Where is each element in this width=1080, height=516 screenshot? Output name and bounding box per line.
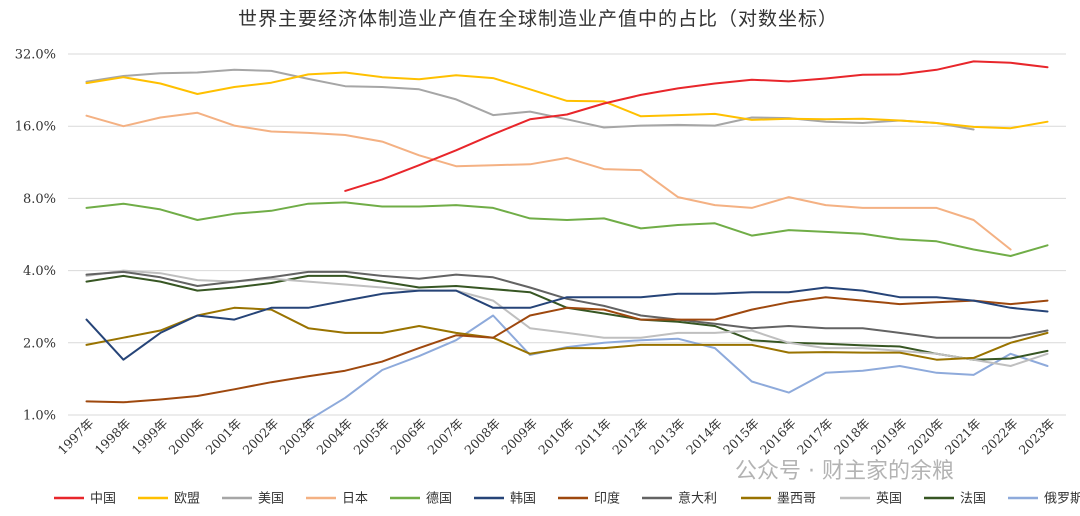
x-tick-label: 1999年	[129, 416, 171, 458]
series-line-7	[85, 270, 1049, 339]
x-tick-label: 2005年	[350, 416, 392, 458]
x-tick-label: 2003年	[276, 416, 318, 458]
gridlines	[68, 53, 1066, 416]
legend-label: 墨西哥	[777, 492, 816, 507]
legend-label: 日本	[342, 492, 368, 507]
x-tick-label: 2016年	[757, 416, 799, 458]
series-line-11	[307, 314, 1049, 422]
series-line-4	[85, 201, 1049, 257]
x-tick-label: 1998年	[92, 416, 134, 458]
x-axis-ticks: 1997年1998年1999年2000年2001年2002年2003年2004年…	[55, 416, 1058, 458]
legend-label: 欧盟	[174, 492, 200, 507]
legend-label: 俄罗斯	[1044, 492, 1080, 507]
legend-label: 意大利	[678, 491, 717, 507]
series-line-6	[85, 296, 1049, 404]
chart-title: 世界主要经济体制造业产值在全球制造业产值中的占比（对数坐标）	[238, 8, 838, 30]
x-tick-label: 2023年	[1016, 416, 1058, 458]
x-tick-label: 2011年	[572, 416, 614, 458]
x-tick-label: 2007年	[424, 416, 466, 458]
x-tick-label: 2001年	[203, 416, 245, 458]
y-axis-ticks: 1.0% 2.0% 4.0% 8.0% 16.0% 32.0%	[15, 48, 56, 424]
y-tick-label: 2.0%	[23, 336, 56, 351]
series-line-0	[344, 60, 1049, 192]
x-tick-label: 2002年	[239, 416, 281, 458]
y-tick-label: 4.0%	[23, 264, 56, 279]
legend-label: 美国	[258, 492, 284, 507]
x-tick-label: 2013年	[646, 416, 688, 458]
x-tick-label: 2015年	[720, 416, 762, 458]
x-tick-label: 2009年	[498, 416, 540, 458]
y-tick-label: 1.0%	[23, 409, 56, 424]
x-tick-label: 2014年	[683, 416, 725, 458]
legend: 中国 欧盟 美国 日本 德国 韩国 印度 意大利 墨西哥 英国 法国 俄罗斯	[54, 491, 1080, 507]
legend-label: 印度	[594, 491, 620, 507]
y-tick-label: 32.0%	[15, 48, 56, 63]
series-lines	[85, 60, 1049, 422]
x-tick-label: 2018年	[831, 416, 873, 458]
x-tick-label: 2004年	[313, 416, 355, 458]
x-tick-label: 2020年	[905, 416, 947, 458]
watermark-text: 公众号 · 财主家的余粮	[735, 459, 954, 484]
legend-label: 韩国	[510, 492, 536, 507]
series-line-5	[85, 286, 1049, 361]
legend-label: 德国	[426, 492, 452, 507]
x-tick-label: 2012年	[609, 416, 651, 458]
x-tick-label: 2000年	[166, 416, 208, 458]
x-tick-label: 1997年	[55, 416, 97, 458]
series-line-8	[85, 306, 1049, 361]
x-tick-label: 2021年	[942, 416, 984, 458]
x-tick-label: 2019年	[868, 416, 910, 458]
series-line-1	[85, 71, 1049, 130]
legend-label: 中国	[90, 492, 116, 507]
legend-label: 法国	[960, 492, 986, 507]
x-tick-label: 2010年	[535, 416, 577, 458]
x-tick-label: 2008年	[461, 416, 503, 458]
x-tick-label: 2006年	[387, 416, 429, 458]
series-line-3	[85, 111, 1012, 251]
x-tick-label: 2022年	[979, 416, 1021, 458]
legend-label: 英国	[876, 492, 902, 507]
y-tick-label: 16.0%	[15, 120, 56, 135]
series-line-2	[85, 68, 975, 131]
x-tick-label: 2017年	[794, 416, 836, 458]
y-tick-label: 8.0%	[23, 192, 56, 207]
